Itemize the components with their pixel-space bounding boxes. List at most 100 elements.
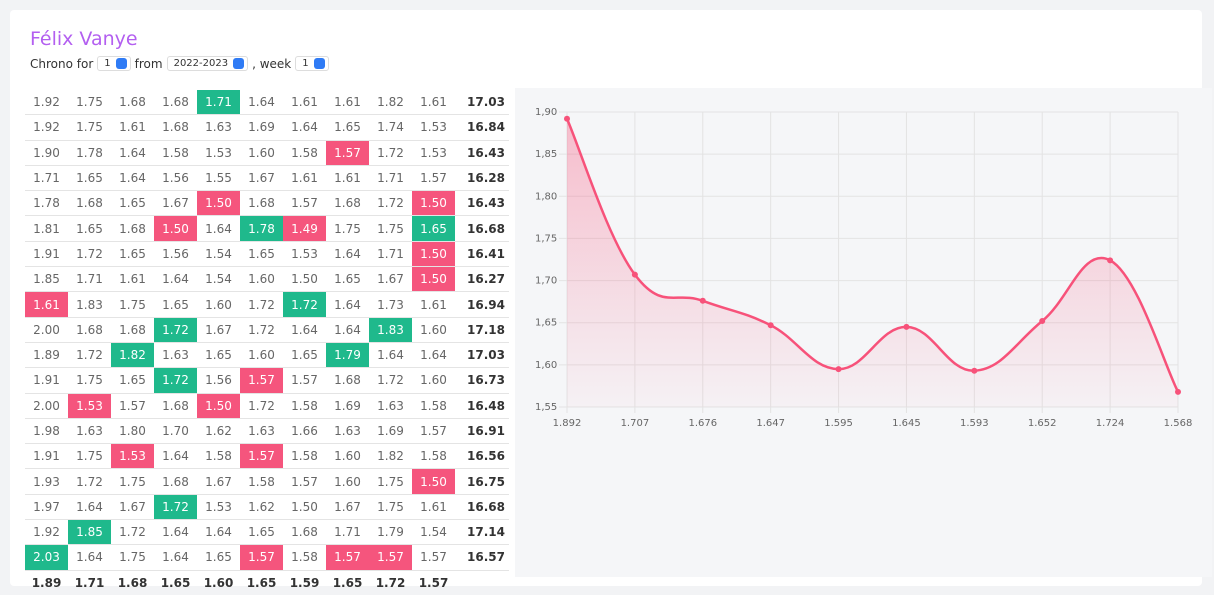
cell: 1.63 [326,418,369,445]
cell: 1.79 [369,519,412,546]
cell: 1.92 [25,114,68,141]
cell: 1.58 [154,140,197,166]
cell: 1.58 [283,393,326,419]
cell: 1.68 [111,215,154,242]
cell: 1.68 [154,393,197,419]
cell: 1.60 [326,443,369,470]
cell: 1.68 [283,519,326,546]
cell: 1.69 [369,418,412,445]
y-tick-label: 1,55 [535,402,557,413]
cell: 1.67 [197,317,240,343]
point [767,322,774,329]
row: 1.91 1.72 1.65 1.56 1.54 1.65 1.53 1.64 1.71 1.50… [25,241,509,268]
cell: 1.60 [326,468,369,495]
label: Chrono for [30,56,94,71]
cell: 1.57 [240,544,283,571]
cell: 1.64 [154,519,197,546]
cell: 2.03 [25,544,68,571]
cell: 1.57 [369,544,412,571]
cell: 1.67 [326,494,369,521]
total-cell: 17.14 [455,519,509,546]
row: 1.61 1.83 1.75 1.65 1.60 1.72 1.72 1.64 1.73 1.61… [25,291,509,318]
total-cell: 16.56 [455,443,509,470]
cell: 1.65 [111,190,154,217]
total-cell: 16.94 [455,291,509,318]
cell: 1.75 [111,544,154,571]
total-cell: 16.28 [455,165,509,192]
cell: 1.68 [68,190,111,217]
cell: 1.57 [412,544,455,571]
cell: 1.68 [154,468,197,495]
average-cell: 1.72 [375,575,406,590]
cell: 1.92 [25,519,68,546]
cell: 1.71 [369,241,412,268]
cell: 1.57 [326,544,369,571]
cell: 1.58 [283,544,326,571]
cell: 1.68 [240,190,283,217]
cell: 1.57 [412,165,455,192]
cell: 1.65 [111,241,154,268]
cell: 1.61 [25,291,68,318]
cell: 1.57 [240,367,283,394]
point [631,271,638,278]
row: 2.03 1.64 1.75 1.64 1.65 1.57 1.58 1.57 1.57 1.57… [25,544,509,571]
y-tick-label: 1,90 [535,107,557,118]
cell: 1.49 [283,215,326,242]
cell: 1.72 [68,468,111,495]
row: 1.92 1.75 1.68 1.68 1.71 1.64 1.61 1.61 1.82 1.61… [25,90,509,116]
total-cell: 16.43 [455,140,509,166]
cell: 1.72 [154,317,197,343]
y-tick-label: 1,60 [535,360,557,371]
x-tick-label: 1.892 [553,418,582,429]
cell: 1.64 [326,317,369,343]
cell: 1.83 [68,291,111,318]
total-cell: 17.18 [455,317,509,343]
cell: 1.61 [283,90,326,116]
select[interactable]: 2022-2023 [166,56,249,71]
cell: 1.67 [154,190,197,217]
average-cell: 1.65 [160,575,191,590]
cell: 1.60 [240,140,283,166]
row: 1.90 1.78 1.64 1.58 1.53 1.60 1.58 1.57 1.72 1.53… [25,140,509,166]
cell: 1.64 [111,165,154,192]
cell: 1.97 [25,494,68,521]
cell: 1.60 [412,367,455,394]
total-cell: 16.43 [455,190,509,217]
cell: 1.75 [68,114,111,141]
cell: 1.64 [154,443,197,470]
cell: 1.90 [25,140,68,166]
y-tick-label: 1,75 [535,233,557,244]
card: Félix Vanye Chrono for 1 from 2022-2023 … [10,10,1212,590]
row: 1.78 1.68 1.65 1.67 1.50 1.68 1.57 1.68 1.72 1.50… [25,190,509,217]
cell: 1.57 [283,468,326,495]
cell: 1.64 [154,266,197,293]
cell: 1.72 [240,393,283,419]
cell: 1.53 [197,140,240,166]
average-cell: 1.89 [31,575,62,590]
cell: 1.71 [326,519,369,546]
cell: 1.53 [412,140,455,166]
cell: 1.78 [68,140,111,166]
cell: 1.64 [111,140,154,166]
label: from [134,56,163,71]
cell: 1.85 [25,266,68,293]
cell: 1.82 [369,443,412,470]
cell: 1.64 [283,317,326,343]
cell: 1.50 [154,215,197,242]
cell: 1.72 [68,342,111,369]
total-cell: 16.84 [455,114,509,141]
cell: 1.58 [240,468,283,495]
cell: 1.65 [283,342,326,369]
point [564,115,570,122]
cell: 1.64 [197,519,240,546]
select-value: 1 [104,58,111,69]
cell: 1.53 [283,241,326,268]
select[interactable]: 1 [97,56,131,71]
cell: 1.67 [369,266,412,293]
cell: 1.63 [240,418,283,445]
cell: 2.00 [25,317,68,343]
select[interactable]: 1 [295,56,329,71]
point [1175,388,1181,395]
cell: 1.75 [369,468,412,495]
cell: 1.56 [154,165,197,192]
